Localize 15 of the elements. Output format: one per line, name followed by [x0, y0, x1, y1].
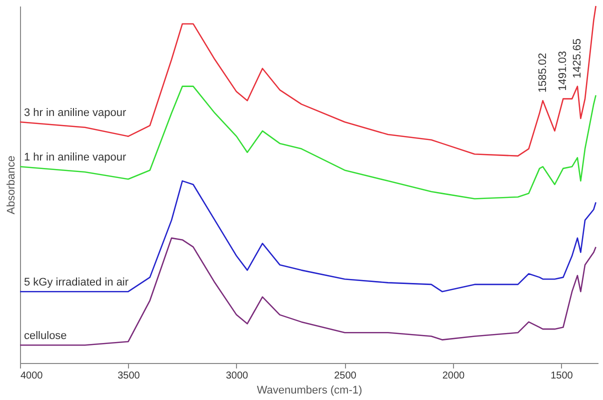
series-label: 1 hr in aniline vapour: [24, 152, 126, 164]
series-label: 3 hr in aniline vapour: [24, 107, 126, 120]
annotation: 1585.02: [536, 52, 549, 93]
annotation: 1491.03: [557, 51, 570, 91]
annotation: 1425.65: [571, 38, 584, 78]
x-tick-label: 2500: [334, 370, 357, 382]
x-tick-label: 3000: [226, 370, 249, 382]
x-tick-label: 3500: [118, 370, 140, 382]
x-axis-title: Wavenumbers (cm-1): [256, 384, 362, 396]
x-tick-label: 4000: [20, 370, 44, 382]
series-label: 5 kGy irradiated in air: [24, 276, 129, 289]
y-axis-title: Absorbance: [6, 156, 18, 214]
series-label: cellulose: [24, 330, 67, 342]
x-tick-label: 2000: [442, 370, 466, 382]
x-tick-label: 1500: [550, 370, 574, 382]
